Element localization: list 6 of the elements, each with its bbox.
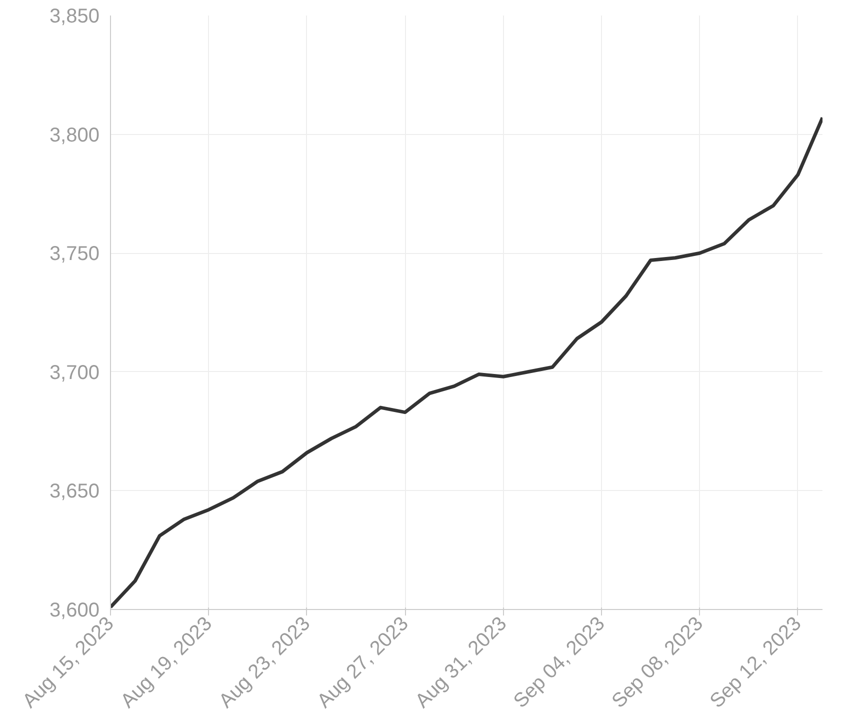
y-tick-label: 3,650 [49,480,100,503]
y-tick-label: 3,800 [49,124,100,146]
y-tick-label: 3,850 [49,6,100,28]
y-tick-label: 3,700 [49,362,100,384]
y-tick-label: 3,750 [49,243,100,266]
y-tick-label: 3,600 [49,600,100,622]
